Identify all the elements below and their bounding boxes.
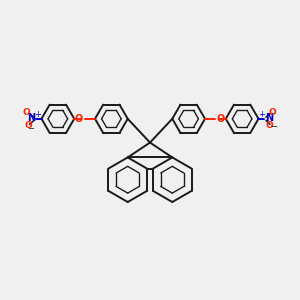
Text: O: O <box>23 108 31 117</box>
Text: −: − <box>27 124 34 133</box>
Text: −: − <box>270 123 277 132</box>
Text: +: + <box>259 110 266 118</box>
Text: O: O <box>269 108 277 117</box>
Text: O: O <box>75 114 83 124</box>
Text: N: N <box>27 113 35 123</box>
Text: +: + <box>34 110 41 118</box>
Text: O: O <box>217 114 225 124</box>
Text: O: O <box>265 121 273 130</box>
Text: O: O <box>25 121 33 130</box>
Text: N: N <box>265 113 273 123</box>
